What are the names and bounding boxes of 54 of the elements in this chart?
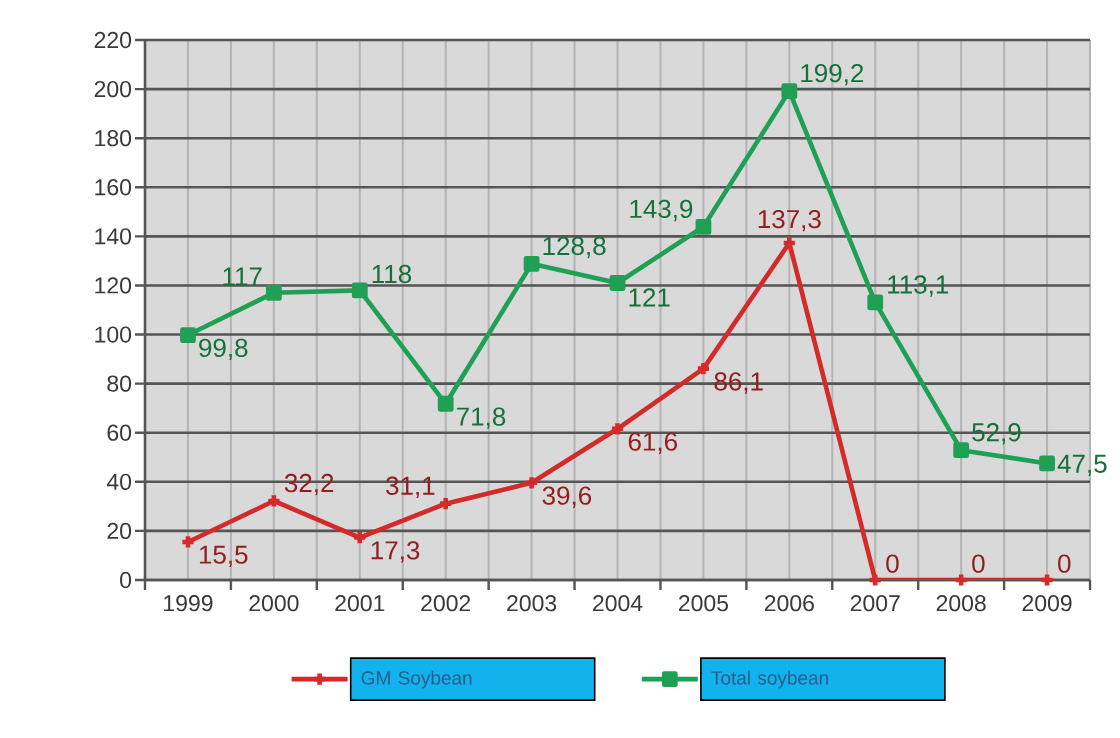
y-tick-label: 200 xyxy=(94,80,132,98)
data-label: 47,5 xyxy=(1057,454,1107,476)
data-label: 143,9 xyxy=(630,199,693,222)
data-label: 71,8 xyxy=(457,407,506,429)
point xyxy=(180,327,196,343)
x-tick-label: 2009 xyxy=(1022,595,1072,612)
y-tick-label: 160 xyxy=(95,179,132,196)
x-tick-label: 2004 xyxy=(593,595,643,612)
point xyxy=(695,218,712,235)
data-label: 118 xyxy=(372,264,412,284)
data-label: 0 xyxy=(972,554,985,573)
x-tick-label: 2005 xyxy=(678,595,729,612)
y-tick-label: 40 xyxy=(106,473,132,490)
y-tick-label: 140 xyxy=(95,228,132,245)
y-tick-label: 80 xyxy=(107,375,132,392)
legend-label: GM Soybean xyxy=(361,670,472,689)
point xyxy=(265,284,282,301)
x-tick-label: 2000 xyxy=(249,595,299,612)
y-tick-label: 60 xyxy=(107,424,132,441)
y-tick-label: 180 xyxy=(95,130,132,147)
y-tick-label: 100 xyxy=(95,326,132,343)
point xyxy=(867,294,884,311)
point xyxy=(351,282,368,299)
x-tick-label: 2006 xyxy=(764,595,814,612)
data-label: 137,3 xyxy=(758,209,821,232)
y-tick-label: 120 xyxy=(95,277,132,294)
data-label: 17,3 xyxy=(371,541,420,563)
x-tick-label: 2001 xyxy=(335,595,385,612)
data-label: 199,2 xyxy=(801,63,864,86)
data-label: 99,8 xyxy=(199,338,248,361)
x-tick-label: 1999 xyxy=(164,595,213,612)
data-label: 0 xyxy=(886,554,899,573)
y-tick-label: 220 xyxy=(94,31,132,49)
data-label: 61,6 xyxy=(628,432,677,454)
data-label: 39,6 xyxy=(542,486,592,508)
point xyxy=(953,442,970,459)
data-label: 31,1 xyxy=(386,476,435,499)
data-label: 128,8 xyxy=(543,236,606,259)
point xyxy=(609,275,626,291)
point xyxy=(523,255,540,272)
y-tick-label: 0 xyxy=(120,571,132,589)
x-tick-label: 2002 xyxy=(421,595,471,612)
data-label: 117 xyxy=(223,267,262,286)
x-tick-label: 2008 xyxy=(936,595,986,612)
point xyxy=(1039,455,1055,472)
x-tick-label: 2003 xyxy=(507,595,557,612)
data-label: 121 xyxy=(629,288,670,307)
legend-label: Total soybean xyxy=(711,670,828,689)
point xyxy=(781,83,798,99)
data-label: 0 xyxy=(1058,554,1071,573)
x-tick-label: 2007 xyxy=(850,595,900,612)
y-tick-label: 20 xyxy=(107,522,132,540)
point xyxy=(437,395,454,412)
data-label: 15,5 xyxy=(199,545,248,567)
